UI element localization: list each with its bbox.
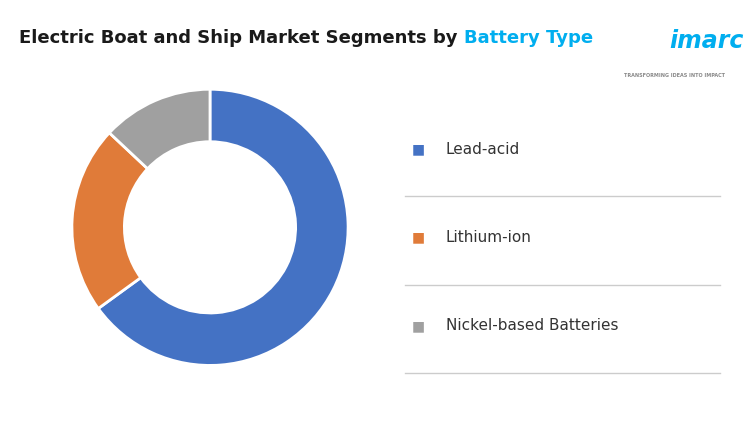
- Text: Nickel-based Batteries: Nickel-based Batteries: [446, 318, 619, 333]
- Text: Lead-acid: Lead-acid: [446, 141, 520, 157]
- Wedge shape: [110, 89, 210, 169]
- Text: Electric Boat and Ship Market Segments by: Electric Boat and Ship Market Segments b…: [19, 29, 464, 48]
- Text: Battery Type: Battery Type: [464, 29, 592, 48]
- Text: ■: ■: [411, 230, 424, 245]
- Text: imarc: imarc: [669, 29, 743, 53]
- Text: ■: ■: [411, 319, 424, 333]
- Wedge shape: [98, 89, 348, 365]
- Text: ■: ■: [411, 142, 424, 156]
- Wedge shape: [72, 133, 148, 309]
- Text: TRANSFORMING IDEAS INTO IMPACT: TRANSFORMING IDEAS INTO IMPACT: [625, 73, 725, 78]
- Text: Lithium-ion: Lithium-ion: [446, 230, 532, 245]
